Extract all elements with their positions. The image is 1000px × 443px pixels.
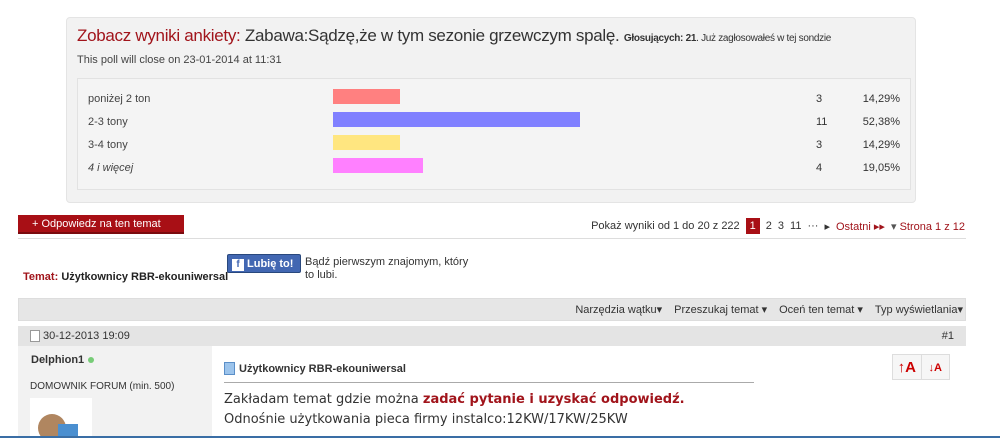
poll-option-bar — [333, 135, 401, 150]
document-icon — [224, 362, 235, 375]
reply-button[interactable]: + Odpowiedz na ten temat — [18, 215, 184, 234]
font-decrease-icon[interactable]: ↓A — [920, 355, 950, 379]
thread-toolbar: Narzędzia wątku▾ Przeszukaj temat ▾ Oceń… — [18, 298, 966, 321]
poll-option-label: 2-3 tony — [88, 116, 128, 128]
last-page-link[interactable]: Ostatni ▸▸ — [836, 220, 885, 233]
next-page-icon[interactable]: ▸ — [824, 220, 830, 233]
poll-option-bar — [333, 158, 423, 173]
poll-option-percent: 14,29% — [862, 93, 900, 105]
ellipsis: ··· — [807, 220, 819, 232]
poll-option-label: 4 i więcej — [88, 162, 134, 174]
divider — [224, 382, 754, 383]
user-rank: DOMOWNIK FORUM (min. 500) — [30, 381, 175, 392]
last-label: Ostatni — [836, 220, 871, 233]
poll-option-count: 11 — [816, 116, 828, 128]
poll-option-row: 2-3 tony 11 52,38% — [78, 112, 910, 132]
poll-option-bar — [333, 89, 401, 104]
poll-option-count: 3 — [816, 93, 823, 105]
poll-option-count: 4 — [816, 162, 823, 174]
post-select-checkbox[interactable] — [30, 330, 40, 342]
poll-option-label: 3-4 tony — [88, 139, 128, 151]
voters-count: 21 — [685, 33, 697, 44]
post-text-line: Odnośnie użytkowania pieca firmy instalc… — [224, 412, 628, 427]
facebook-icon: f — [232, 259, 244, 271]
voted-note: Już zagłosowałeś w tej sondzie — [701, 33, 832, 44]
poll-option-percent: 19,05% — [862, 162, 900, 174]
poll-label: Zobacz wyniki ankiety — [77, 26, 237, 45]
results-range: Pokaż wyniki od 1 do 20 z 222 — [591, 220, 740, 232]
facebook-like-text: Bądź pierwszym znajomym, który to lubi. — [305, 256, 469, 281]
poll-question: Zabawa:Sądzę,że w tym sezonie grzewczym … — [244, 26, 620, 45]
poll-options: poniżej 2 ton 3 14,29% 2-3 tony 11 52,38%… — [77, 78, 911, 190]
poll-option-count: 3 — [816, 139, 823, 151]
post-title: Użytkownicy RBR-ekouniwersal — [239, 362, 406, 375]
user-info: Delphion1 DOMOWNIK FORUM (min. 500) — [18, 346, 212, 442]
like-label: Lubię to! — [247, 258, 294, 270]
poll-close-date: This poll will close on 23-01-2014 at 11… — [77, 54, 282, 66]
page-jump-dropdown[interactable]: ▾ Strona 1 z 12 — [890, 220, 965, 233]
page-current[interactable]: 1 — [745, 218, 760, 234]
topic-label: Temat: — [23, 271, 59, 283]
username[interactable]: Delphion1 — [31, 354, 85, 366]
poll-results-panel: Zobacz wyniki ankiety: Zabawa:Sądzę,że w… — [66, 17, 916, 203]
avatar[interactable] — [30, 398, 92, 442]
rate-thread-menu[interactable]: Oceń ten temat ▾ — [779, 304, 863, 316]
poll-option-bar — [333, 112, 581, 127]
post-text-line: Zakładam temat gdzie można zadać pytanie… — [224, 392, 685, 407]
poll-option-percent: 52,38% — [862, 116, 900, 128]
font-increase-icon[interactable]: ↑A — [897, 359, 916, 376]
voters-label: Głosujących: — [623, 33, 684, 44]
poll-option-row: 3-4 tony 3 14,29% — [78, 135, 910, 155]
font-size-controls: ↑A ↓A — [892, 354, 950, 380]
window-edge — [0, 436, 1000, 438]
post-date: 30-12-2013 19:09 — [43, 330, 130, 342]
topic-heading: Temat: Użytkownicy RBR-ekouniwersal — [23, 271, 228, 283]
post-header: 30-12-2013 19:09 #1 — [18, 326, 966, 346]
poll-option-label: poniżej 2 ton — [88, 93, 151, 105]
reply-label: Odpowiedz na ten temat — [41, 218, 161, 230]
poll-option-row: poniżej 2 ton 3 14,29% — [78, 89, 910, 109]
search-thread-menu[interactable]: Przeszukaj temat ▾ — [674, 304, 768, 316]
page-of-label: Strona 1 z 12 — [899, 220, 965, 233]
page-3[interactable]: 3 — [777, 220, 785, 232]
topic-title: Użytkownicy RBR-ekouniwersal — [61, 271, 229, 283]
pagination: Pokaż wyniki od 1 do 20 z 222 1 2 3 11 ·… — [591, 218, 965, 234]
display-mode-menu[interactable]: Typ wyświetlania▾ — [874, 304, 963, 316]
page-2[interactable]: 2 — [765, 220, 772, 232]
divider — [18, 238, 966, 239]
post-number[interactable]: #1 — [941, 330, 954, 342]
online-status-icon — [88, 357, 95, 363]
page-11[interactable]: 11 — [790, 220, 802, 232]
poll-title: Zobacz wyniki ankiety: Zabawa:Sądzę,że w… — [77, 26, 832, 45]
post-content: Użytkownicy RBR-ekouniwersal ↑A ↓A Zakład… — [212, 346, 966, 438]
facebook-like-button[interactable]: f Lubię to! — [227, 254, 301, 273]
poll-option-row: 4 i więcej 4 19,05% — [78, 158, 910, 178]
thread-tools-menu[interactable]: Narzędzia wątku▾ — [575, 304, 663, 316]
poll-option-percent: 14,29% — [862, 139, 900, 151]
